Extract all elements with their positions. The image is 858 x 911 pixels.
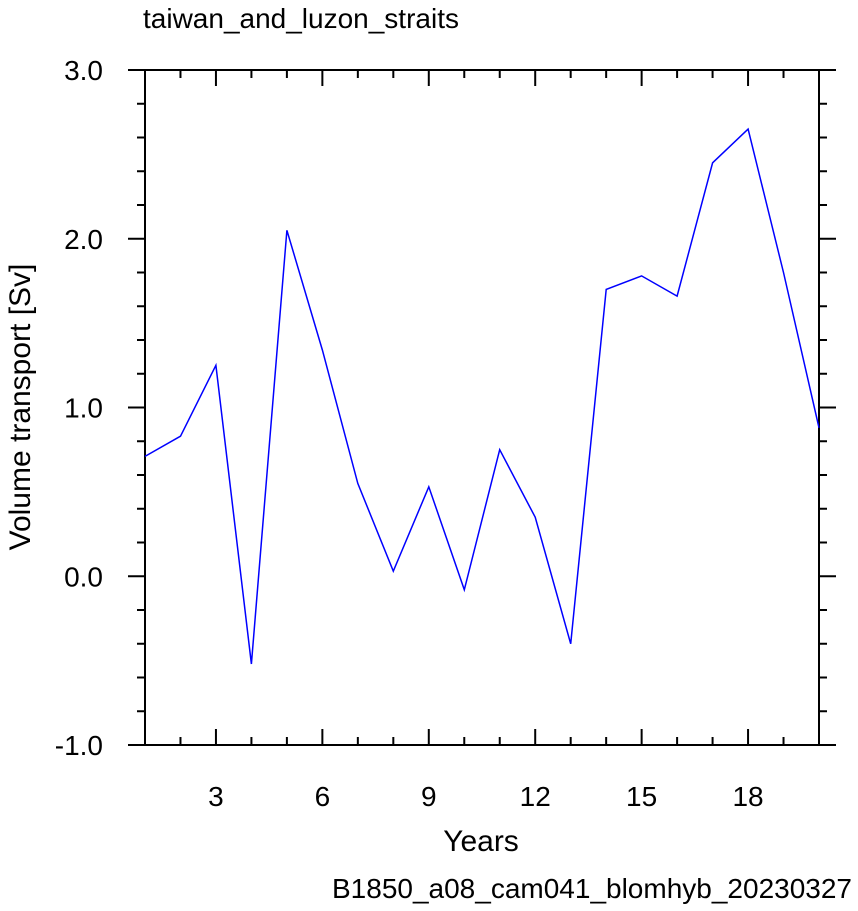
x-tick-label: 12 (520, 781, 551, 812)
y-tick-label: 1.0 (64, 393, 103, 424)
y-axis-label: Volume transport [Sv] (4, 264, 37, 551)
y-tick-label: 3.0 (64, 55, 103, 86)
x-tick-label: 3 (208, 781, 224, 812)
x-tick-label: 18 (732, 781, 763, 812)
y-tick-label: -1.0 (55, 730, 103, 761)
chart-title: taiwan_and_luzon_straits (143, 3, 459, 34)
plot-frame (144, 69, 820, 746)
y-tick-label: 0.0 (64, 561, 103, 592)
x-tick-label: 6 (315, 781, 331, 812)
x-tick-label: 9 (421, 781, 437, 812)
x-axis-label: Years (443, 825, 519, 858)
series-line (144, 127, 820, 665)
x-tick-label: 15 (626, 781, 657, 812)
y-tick-label: 2.0 (64, 224, 103, 255)
plot-area: 3 6 9 12 15 18 -1.0 0.0 1.0 2.0 3.0 (55, 55, 836, 812)
footer-label: B1850_a08_cam041_blomhyb_20230327 (332, 873, 852, 904)
